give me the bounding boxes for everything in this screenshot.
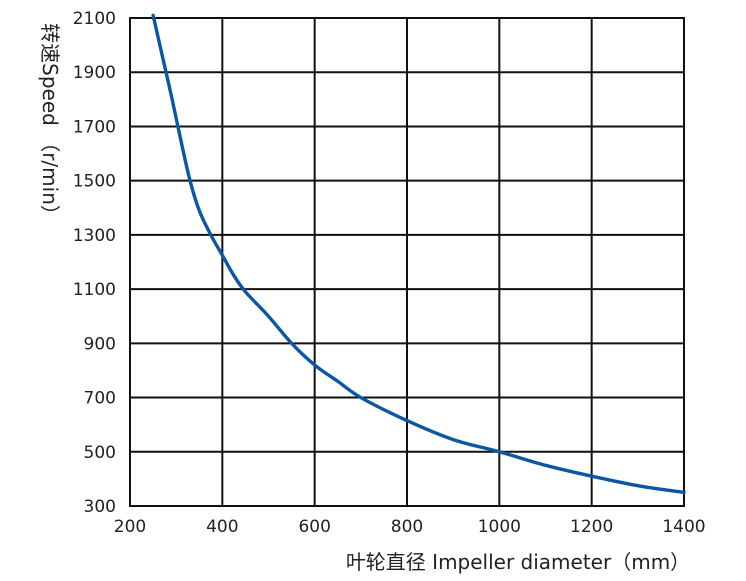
- y-tick-label: 2100: [73, 9, 116, 29]
- y-tick-label: 1900: [73, 63, 116, 83]
- y-tick-labels: 2100 1900 1700 1500 1300 1100 900 700 500 300: [73, 9, 116, 517]
- grid: [130, 18, 684, 506]
- x-tick-label: 400: [206, 517, 238, 537]
- y-tick-label: 1700: [73, 117, 116, 137]
- y-tick-label: 1100: [73, 280, 116, 300]
- series-line-0: [151, 13, 686, 495]
- x-tick-label: 200: [114, 517, 146, 537]
- x-tick-label: 600: [298, 517, 330, 537]
- y-tick-label: 1500: [73, 172, 116, 192]
- x-axis-title: 叶轮直径 Impeller diameter（mm）: [346, 550, 690, 574]
- y-tick-label: 500: [84, 443, 116, 463]
- y-tick-label: 900: [84, 334, 116, 354]
- x-tick-labels: 200 400 600 800 1000 1200 1400: [114, 517, 706, 537]
- y-axis-title: 转速Speed （r/min）: [38, 23, 62, 225]
- plot-border: [129, 17, 685, 507]
- y-tick-label: 300: [84, 497, 116, 517]
- data-series: [151, 13, 686, 495]
- y-tick-label: 700: [84, 389, 116, 409]
- x-tick-label: 800: [391, 517, 423, 537]
- x-tick-label: 1000: [478, 517, 521, 537]
- plot-frame: [129, 17, 685, 507]
- x-tick-label: 1200: [570, 517, 613, 537]
- x-tick-label: 1400: [662, 517, 705, 537]
- y-tick-label: 1300: [73, 226, 116, 246]
